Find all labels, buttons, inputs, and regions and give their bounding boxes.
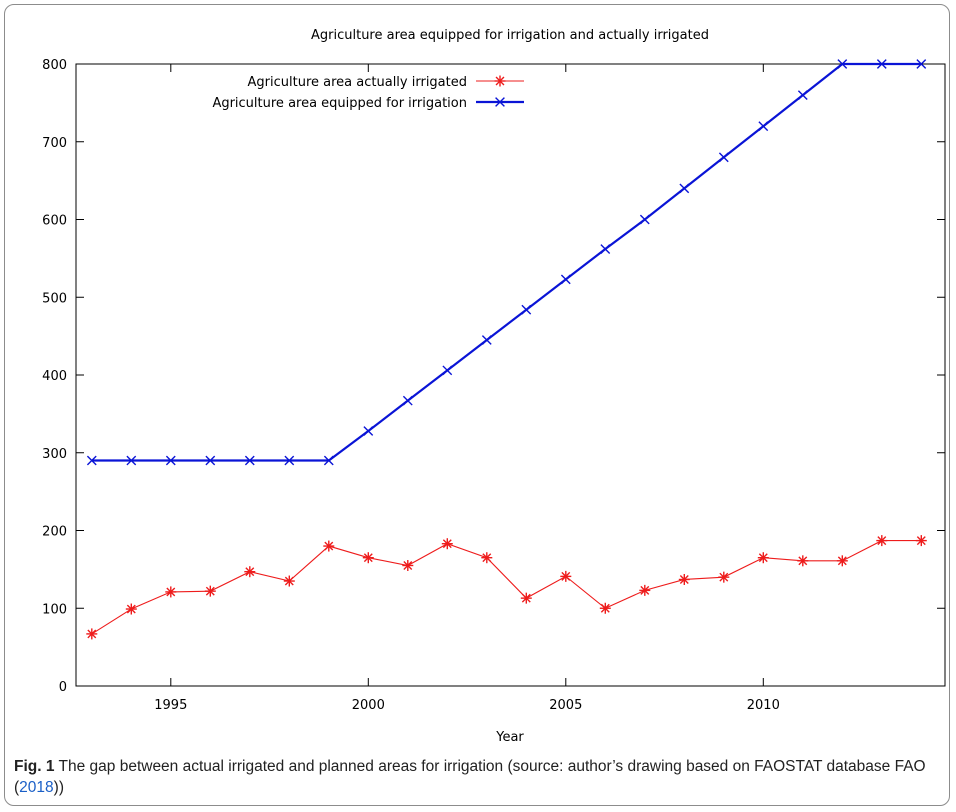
data-point [244, 455, 255, 466]
data-point [363, 426, 374, 436]
data-point [837, 59, 848, 69]
legend-swatch-marker [495, 97, 505, 107]
x-tick-label: 2010 [747, 698, 780, 713]
data-point [678, 573, 690, 585]
y-tick-label: 300 [42, 447, 67, 462]
data-point [86, 455, 97, 466]
data-point [441, 538, 453, 550]
series-layer [86, 59, 927, 640]
series-line [91, 540, 922, 635]
figure-caption: Fig. 1 The gap between actual irrigated … [14, 756, 944, 798]
data-point [284, 455, 295, 466]
data-point [560, 274, 571, 285]
x-tick-label: 2005 [549, 698, 582, 713]
y-tick-label: 100 [42, 602, 67, 617]
data-point [797, 90, 808, 100]
data-point [599, 602, 611, 614]
data-point [757, 552, 769, 564]
series-equipped-for-irrigation [86, 59, 927, 466]
y-tick-label: 0 [59, 680, 67, 695]
data-point [520, 592, 532, 604]
data-point [165, 586, 177, 598]
figure-label: Fig. 1 [14, 758, 55, 775]
plot-border [75, 63, 946, 687]
data-point [718, 571, 730, 583]
figure-frame [4, 4, 950, 806]
data-point [204, 585, 216, 597]
data-point [323, 540, 335, 552]
data-point [402, 395, 413, 406]
data-point [244, 566, 256, 578]
data-point [402, 559, 414, 571]
data-point [639, 584, 651, 596]
data-point [125, 603, 137, 615]
data-point [86, 628, 98, 640]
data-point [797, 555, 809, 567]
y-tick-label: 200 [42, 525, 67, 540]
citation-link[interactable]: 2018 [19, 779, 54, 796]
data-point [442, 365, 453, 376]
series-actually-irrigated [86, 535, 927, 640]
data-point [126, 455, 137, 466]
x-tick-label: 1995 [154, 698, 187, 713]
data-point [560, 570, 572, 582]
data-point [758, 121, 769, 132]
y-tick-label: 500 [42, 291, 67, 306]
y-tick-label: 600 [42, 214, 67, 229]
data-point [362, 552, 374, 564]
y-tick-label: 700 [42, 136, 67, 151]
caption-end: )) [53, 779, 64, 796]
data-point [836, 555, 848, 567]
line-chart: Agriculture area equipped for irrigation… [42, 28, 946, 745]
legend: Agriculture area actually irrigated Agric… [212, 75, 524, 111]
x-axis-label: Year [495, 730, 524, 745]
data-point [876, 59, 887, 69]
axes: 0 100 200 300 400 500 600 700 800 1995 2000 2005 201… [42, 58, 946, 713]
data-point [679, 183, 690, 194]
data-point [600, 244, 611, 254]
data-point [916, 59, 927, 69]
data-point [915, 535, 927, 547]
data-point [876, 535, 888, 547]
data-point [639, 214, 650, 225]
legend-label: Agriculture area actually irrigated [248, 75, 467, 90]
series-line [91, 62, 922, 462]
x-tick-label: 2000 [352, 698, 385, 713]
chart-title: Agriculture area equipped for irrigation… [311, 28, 709, 43]
legend-label: Agriculture area equipped for irrigation [212, 96, 467, 111]
data-point [481, 335, 492, 345]
data-point [323, 455, 334, 466]
data-point [205, 455, 216, 466]
data-point [165, 455, 176, 466]
data-point [481, 552, 493, 564]
y-tick-label: 400 [42, 369, 67, 384]
caption-text: The gap between actual irrigated and pla… [14, 758, 926, 796]
y-tick-label: 800 [42, 58, 67, 73]
data-point [283, 575, 295, 587]
legend-swatch-marker [494, 75, 506, 87]
data-point [521, 304, 532, 315]
data-point [718, 152, 729, 163]
